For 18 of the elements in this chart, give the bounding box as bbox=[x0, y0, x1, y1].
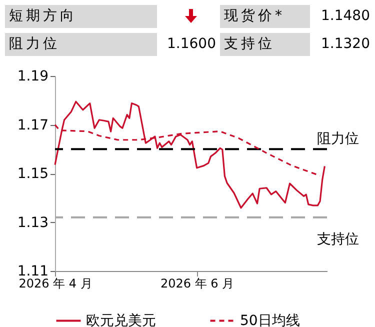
text: 1.1480 bbox=[320, 7, 370, 26]
text: 短期方向 bbox=[5, 5, 157, 28]
text: 现货价* bbox=[220, 5, 310, 28]
y-tick-label: 1.19 bbox=[17, 68, 48, 84]
x-tick-label: 2026 年 4 月 bbox=[18, 276, 92, 290]
text: 1.1600 bbox=[166, 35, 216, 54]
y-tick-label: 1.11 bbox=[17, 264, 48, 280]
legend-label: 欧元兑美元 bbox=[86, 312, 156, 327]
y-tick-label: 1.17 bbox=[17, 117, 48, 134]
text: 支持位 bbox=[220, 33, 310, 56]
x-tick-label: 2026 年 6 月 bbox=[160, 276, 234, 290]
text: 阻力位 bbox=[5, 33, 157, 56]
ref-line-label: 阻力位 bbox=[317, 131, 359, 148]
y-tick-label: 1.13 bbox=[17, 214, 48, 231]
legend-label: 50日均线 bbox=[240, 312, 300, 327]
text: 1.1320 bbox=[320, 35, 370, 54]
ref-line-label: 支持位 bbox=[317, 231, 359, 248]
y-tick-label: 1.15 bbox=[17, 166, 48, 182]
